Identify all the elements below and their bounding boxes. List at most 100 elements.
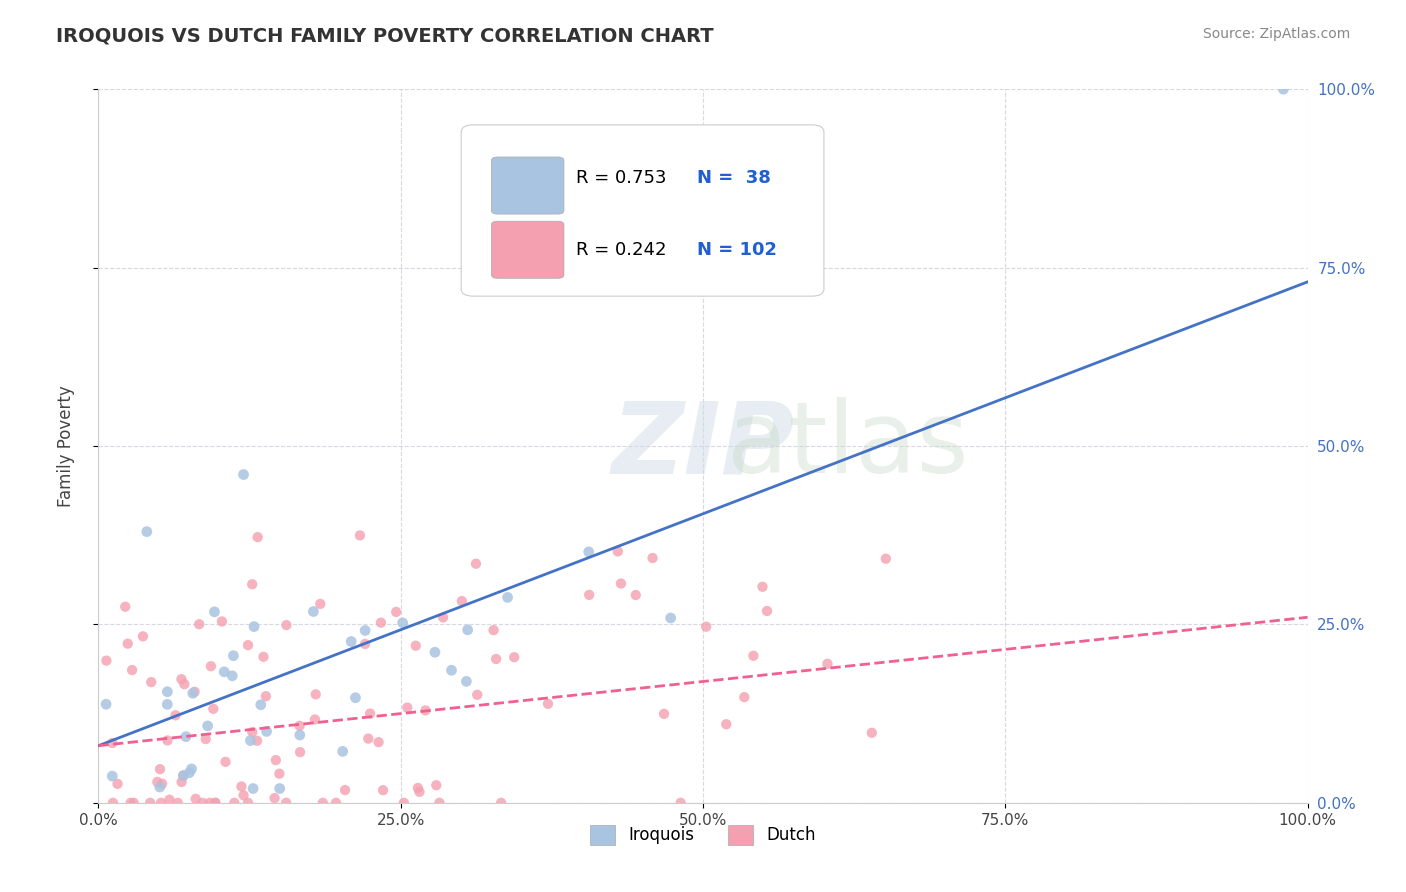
Point xyxy=(101,736,124,750)
Point xyxy=(246,733,269,747)
Point xyxy=(776,246,799,260)
FancyBboxPatch shape xyxy=(492,157,564,214)
Point xyxy=(170,672,193,686)
Point xyxy=(288,719,311,733)
Point xyxy=(610,576,633,591)
Point xyxy=(325,796,347,810)
Point xyxy=(246,530,269,544)
Point xyxy=(423,645,446,659)
Point xyxy=(197,719,219,733)
Point xyxy=(224,796,246,810)
Point xyxy=(198,796,221,810)
Point xyxy=(305,687,328,701)
Point xyxy=(357,731,380,746)
Point xyxy=(302,605,325,619)
Point xyxy=(817,657,839,671)
Text: R = 0.753: R = 0.753 xyxy=(576,169,666,187)
Point xyxy=(200,659,222,673)
Point xyxy=(212,665,235,679)
Point xyxy=(659,611,682,625)
Point xyxy=(139,796,162,810)
Point xyxy=(695,620,717,634)
Point xyxy=(457,623,479,637)
Point xyxy=(396,700,419,714)
Point xyxy=(183,684,205,698)
Point xyxy=(432,610,454,624)
Point xyxy=(107,777,129,791)
Point xyxy=(166,796,188,810)
Point xyxy=(141,675,163,690)
Point xyxy=(242,781,264,796)
Point xyxy=(349,528,371,542)
Point xyxy=(150,796,173,810)
Point xyxy=(354,637,377,651)
Point xyxy=(465,688,488,702)
Point xyxy=(408,785,430,799)
Point xyxy=(392,796,415,810)
Y-axis label: Family Poverty: Family Poverty xyxy=(56,385,75,507)
Point xyxy=(288,745,311,759)
Point xyxy=(181,686,204,700)
Point xyxy=(450,594,472,608)
Point xyxy=(204,796,226,810)
Point xyxy=(180,762,202,776)
Point xyxy=(264,753,287,767)
Point xyxy=(222,648,245,663)
Point xyxy=(429,796,451,810)
Point xyxy=(733,690,755,705)
Point xyxy=(202,702,225,716)
Point xyxy=(309,597,332,611)
Point xyxy=(121,663,143,677)
Point xyxy=(465,557,488,571)
Point xyxy=(415,703,437,717)
Point xyxy=(485,652,508,666)
Point xyxy=(188,617,211,632)
Point xyxy=(149,762,172,776)
FancyBboxPatch shape xyxy=(492,221,564,278)
Point xyxy=(371,783,394,797)
Point xyxy=(170,775,193,789)
Point xyxy=(232,789,254,803)
Point xyxy=(191,796,214,810)
Point xyxy=(173,677,195,691)
Text: atlas: atlas xyxy=(727,398,969,494)
Point xyxy=(117,637,139,651)
Point xyxy=(742,648,765,663)
Point xyxy=(344,690,367,705)
Point xyxy=(496,591,519,605)
Point xyxy=(405,639,427,653)
Legend: Iroquois, Dutch: Iroquois, Dutch xyxy=(583,818,823,852)
FancyBboxPatch shape xyxy=(461,125,824,296)
Point xyxy=(101,796,124,810)
Text: N = 102: N = 102 xyxy=(697,241,778,259)
Point xyxy=(172,768,194,782)
Point xyxy=(156,698,179,712)
Point xyxy=(669,796,692,810)
Point xyxy=(624,588,647,602)
Point xyxy=(751,580,773,594)
Point xyxy=(263,791,285,805)
Text: ZIP: ZIP xyxy=(612,398,794,494)
Point xyxy=(243,619,266,633)
Point xyxy=(96,654,118,668)
Point xyxy=(150,777,173,791)
Point xyxy=(252,649,274,664)
Point xyxy=(333,783,356,797)
Point xyxy=(332,744,354,758)
Text: Source: ZipAtlas.com: Source: ZipAtlas.com xyxy=(1202,27,1350,41)
Text: IROQUOIS VS DUTCH FAMILY POVERTY CORRELATION CHART: IROQUOIS VS DUTCH FAMILY POVERTY CORRELA… xyxy=(56,27,714,45)
Point xyxy=(146,775,169,789)
Point xyxy=(204,796,226,810)
Point xyxy=(236,638,259,652)
Point xyxy=(288,728,311,742)
Text: R = 0.242: R = 0.242 xyxy=(576,241,666,259)
Point xyxy=(156,684,179,698)
Point xyxy=(537,697,560,711)
Point xyxy=(156,733,179,747)
Point xyxy=(425,778,447,792)
Point xyxy=(239,733,262,747)
Point xyxy=(578,545,600,559)
Point xyxy=(114,599,136,614)
Point xyxy=(1272,82,1295,96)
Point xyxy=(101,769,124,783)
